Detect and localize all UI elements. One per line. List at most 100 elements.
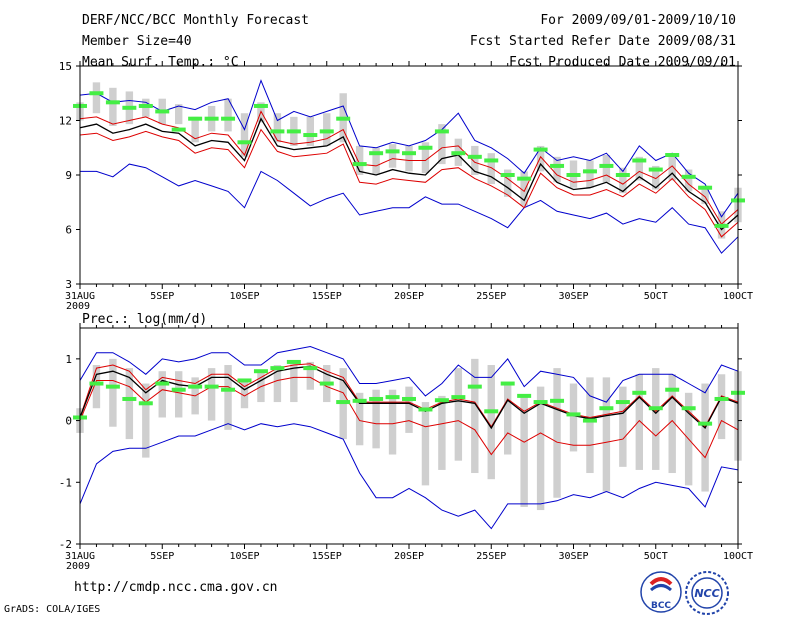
temp-range-box <box>273 113 282 143</box>
prec-range-box <box>619 386 627 467</box>
temp-range-box <box>355 145 364 175</box>
temp-x-tick-label: 10OCT <box>723 291 753 302</box>
temp-range-box <box>668 153 676 181</box>
prec-mean-marker <box>550 398 565 403</box>
temp-x-tick-label: 15SEP <box>312 291 342 302</box>
temp-mean-marker <box>253 103 268 108</box>
prec-range-box <box>553 368 561 498</box>
prec-mean-marker <box>665 387 680 392</box>
prec-x-tick-label: 15SEP <box>312 551 342 562</box>
temp-range-box <box>388 144 397 168</box>
prec-mean-marker <box>369 396 384 401</box>
temp-mean-marker <box>648 167 663 172</box>
prec-range-box <box>306 361 315 390</box>
prec-range-box <box>92 365 101 409</box>
temp-mean-marker <box>665 153 680 158</box>
prec-mean-marker <box>582 418 597 423</box>
temp-x-tick-label: 5OCT <box>644 291 668 302</box>
prec-p-low-line <box>79 376 739 459</box>
temp-range-box <box>92 82 101 114</box>
temp-mean-marker <box>566 173 581 177</box>
prec-range-box <box>487 365 495 480</box>
prec-range-box <box>355 392 364 446</box>
prec-panel-title: Prec.: log(mm/d) <box>82 312 207 327</box>
prec-mean-marker <box>138 401 153 406</box>
prec-min-line <box>79 423 739 530</box>
prec-mean-marker <box>319 381 334 386</box>
prec-mean-marker <box>385 395 400 400</box>
prec-x-tick-label: 5OCT <box>644 551 668 562</box>
temp-mean-marker <box>681 174 696 179</box>
prec-mean-marker <box>418 407 433 412</box>
prec-mean-marker <box>221 387 236 392</box>
prec-mean-marker <box>517 393 532 398</box>
prec-mean-marker <box>714 396 729 401</box>
prec-x-tick-label: 5SEP <box>150 551 174 562</box>
prec-y-tick-label: 0 <box>65 415 72 428</box>
prec-x-tick-label: 31AUG <box>65 551 95 562</box>
temp-y-tick-label: 12 <box>59 115 72 128</box>
prec-range-box <box>405 386 413 433</box>
temp-y-tick-label: 6 <box>65 224 72 237</box>
prec-mean-marker <box>467 384 482 389</box>
prec-range-box <box>240 380 249 409</box>
temp-mean-marker <box>319 129 334 134</box>
prec-mean-marker <box>188 384 203 389</box>
temp-p-high-line <box>79 110 739 225</box>
prec-mean-marker <box>451 395 466 400</box>
prec-range-box <box>668 374 676 474</box>
temp-panel: 3 6 9 12 15 31AUG 5SEP 10SEP 15SEP 20SEP 25SEP 30SE… <box>59 60 753 312</box>
temp-mean-marker <box>369 151 384 156</box>
temp-x-tick-label: 31AUG <box>65 291 95 302</box>
prec-y-tick-label: -2 <box>59 538 72 551</box>
prec-range-box <box>372 389 380 449</box>
header-left: DERF/NCC/BCC Monthly Forecast Member Siz… <box>82 10 309 73</box>
prec-mean-marker <box>648 406 663 411</box>
temp-x-tick-label: 10SEP <box>229 291 259 302</box>
temp-mean-marker <box>204 116 219 121</box>
temp-mean-marker <box>550 163 565 168</box>
prec-range-box <box>207 368 216 421</box>
prec-mean-marker <box>253 369 268 374</box>
temp-mean-marker <box>122 105 137 110</box>
prec-year-label: 2009 <box>66 561 90 572</box>
temp-range-box <box>520 171 528 206</box>
forecast-period: For 2009/09/01-2009/10/10 <box>540 13 736 28</box>
temp-mean-marker <box>500 173 515 177</box>
prec-range-box <box>717 374 726 440</box>
temp-year-label: 2009 <box>66 301 90 312</box>
prec-panel: -2 -1 0 1 31AUG 5SEP 10SEP 15SEP 20SEP 25SEP 30SEP… <box>59 323 753 572</box>
temp-x-tick-label: 30SEP <box>558 291 588 302</box>
temp-range-box <box>471 145 479 175</box>
temp-range-box <box>553 156 561 183</box>
prec-mean-marker <box>615 400 630 405</box>
temp-mean-marker <box>336 116 351 121</box>
bcc-logo-text: BCC <box>651 601 671 611</box>
variable-label: Mean Surf. Temp.: °C <box>82 55 239 70</box>
prec-mean-marker <box>698 421 713 426</box>
ncc-logo-icon: NCC <box>685 571 729 615</box>
temp-range-box <box>619 167 627 194</box>
temp-range-box <box>306 116 315 146</box>
prec-x-tick-label: 30SEP <box>558 551 588 562</box>
temp-range-box <box>487 153 495 185</box>
temp-mean-marker <box>632 158 647 163</box>
prec-range-box <box>273 365 282 403</box>
prec-y-tick-label: 1 <box>65 353 72 366</box>
temp-mean-marker <box>138 103 153 108</box>
prec-range-box <box>454 368 463 461</box>
temp-max-line <box>79 79 739 218</box>
prec-mean-marker <box>681 406 696 411</box>
temp-range-box <box>405 145 413 172</box>
temp-min-line <box>80 163 739 254</box>
prec-mean-marker <box>171 387 186 392</box>
temp-mean-marker <box>517 176 532 181</box>
prec-x-tick-label: 25SEP <box>476 551 506 562</box>
prec-range-box <box>503 383 512 455</box>
temp-range-box <box>536 145 545 172</box>
temp-range-box <box>652 165 660 190</box>
temp-mean-marker <box>418 145 433 150</box>
prec-range-box <box>602 377 611 492</box>
prec-mean-marker <box>484 409 499 414</box>
prec-mean-marker <box>500 381 515 386</box>
